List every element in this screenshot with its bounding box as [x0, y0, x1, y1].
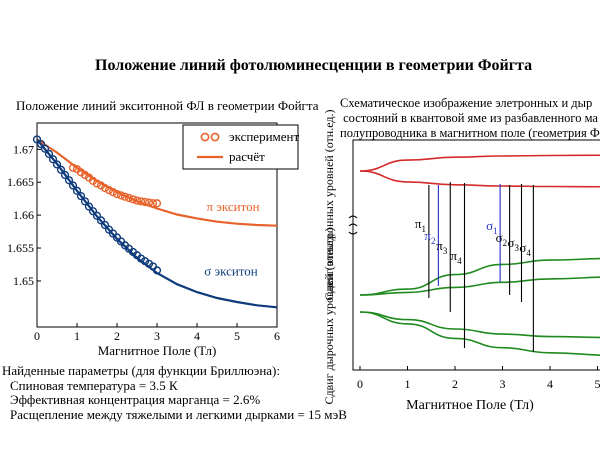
fit-parameters: Найденные параметры (для функции Бриллюэ…	[2, 363, 347, 422]
plot-frame	[352, 139, 600, 371]
data-point	[128, 195, 138, 204]
x-tick-label: 0	[34, 329, 40, 343]
data-point	[52, 160, 62, 169]
data-point	[140, 197, 150, 207]
param-spin-temperature: Спиновая температура = 3.5 К	[10, 377, 178, 393]
y-tick-label: 1.67	[13, 142, 34, 156]
data-point	[48, 155, 58, 164]
legend-label: эксперимент	[229, 129, 299, 144]
data-point	[64, 176, 74, 185]
x-tick-label: 0	[357, 377, 363, 391]
data-point	[108, 187, 118, 197]
legend-box	[182, 124, 299, 170]
data-point	[120, 192, 130, 201]
transition-label: σ1	[486, 218, 498, 236]
x-axis-label: Магнитное Поле (Тл)	[406, 398, 534, 413]
y-axis-label-hole: Сдвиг дырочных уровней (отн.ед.)	[322, 227, 336, 404]
data-point	[92, 179, 102, 188]
data-point	[144, 198, 154, 207]
params-heading: Найденные параметры (для функции Бриллюэ…	[2, 363, 280, 378]
data-point	[44, 149, 54, 159]
data-point	[76, 191, 86, 201]
data-point	[96, 216, 106, 225]
legend-label: расчёт	[229, 149, 265, 164]
data-point	[88, 207, 98, 216]
data-point	[40, 144, 50, 153]
param-hh-lh-splitting: Расщепление между тяжелыми и легкими дыр…	[10, 406, 347, 422]
y-axis-label-electron: Сдвиг электронных уровней (отн.ед.)	[322, 110, 336, 301]
slide-title: Положение линий фотолюминесценции в геом…	[95, 57, 533, 74]
left-chart-title: Положение линий экситонной ФЛ в геометри…	[16, 98, 319, 113]
data-point	[152, 199, 162, 208]
transition-label: σ2	[496, 230, 508, 248]
data-point	[56, 165, 66, 174]
data-point	[32, 135, 42, 144]
data-point	[104, 186, 114, 195]
legend-marker	[200, 132, 210, 142]
x-tick-label: 6	[274, 329, 280, 343]
axis-break	[348, 215, 358, 227]
series-annotation: π экситон	[206, 199, 259, 214]
data-point	[68, 181, 78, 190]
x-axis-label: Магнитное Поле (Тл)	[98, 343, 217, 358]
x-tick-label: 1	[74, 329, 80, 343]
data-point	[60, 170, 70, 180]
hole-level-curve	[359, 311, 600, 339]
transition-label: π1	[415, 216, 426, 234]
axis-break	[348, 231, 358, 235]
y-tick-label: 1.655	[7, 241, 34, 255]
transition-label: σ4	[519, 240, 531, 258]
data-point	[100, 184, 110, 193]
data-point	[148, 199, 158, 208]
data-point	[152, 266, 162, 275]
x-tick-label: 5	[595, 377, 600, 391]
data-point	[84, 202, 94, 211]
param-mn-concentration: Эффективная концентрация марганца = 2.6%	[10, 392, 261, 407]
x-tick-label: 3	[154, 329, 160, 343]
data-point	[132, 196, 142, 205]
x-tick-label: 4	[194, 329, 200, 343]
data-point	[92, 211, 102, 220]
transition-label: π3	[436, 238, 448, 256]
y-tick-label: 1.665	[7, 175, 34, 189]
transition-label: π4	[451, 248, 463, 266]
transition-label: π2	[424, 228, 435, 246]
electron-level-curve	[359, 170, 600, 188]
data-point	[124, 193, 134, 203]
fit-curve	[36, 138, 278, 309]
data-point	[136, 197, 146, 206]
data-point	[100, 220, 110, 230]
data-point	[72, 186, 82, 195]
hole-level-curve	[359, 257, 600, 296]
y-tick-label: 1.65	[13, 274, 34, 288]
x-tick-label: 2	[452, 377, 458, 391]
right-chart-title: Схематическое изображение элетронных и д…	[340, 96, 600, 140]
transition-label: σ3	[508, 235, 520, 253]
data-point	[116, 191, 126, 200]
data-point	[112, 189, 122, 199]
data-point	[80, 197, 90, 206]
data-point	[36, 139, 46, 149]
hole-level-curve	[359, 276, 600, 296]
x-tick-label: 1	[405, 377, 411, 391]
hole-level-curve	[359, 311, 600, 357]
x-tick-label: 5	[234, 329, 240, 343]
x-tick-label: 2	[114, 329, 120, 343]
data-point	[68, 163, 78, 172]
legend-marker	[210, 132, 220, 142]
series-annotation: σ экситон	[204, 264, 258, 279]
x-tick-label: 4	[547, 377, 553, 391]
x-tick-label: 3	[500, 377, 506, 391]
y-tick-label: 1.66	[13, 208, 34, 222]
electron-level-curve	[359, 154, 600, 172]
